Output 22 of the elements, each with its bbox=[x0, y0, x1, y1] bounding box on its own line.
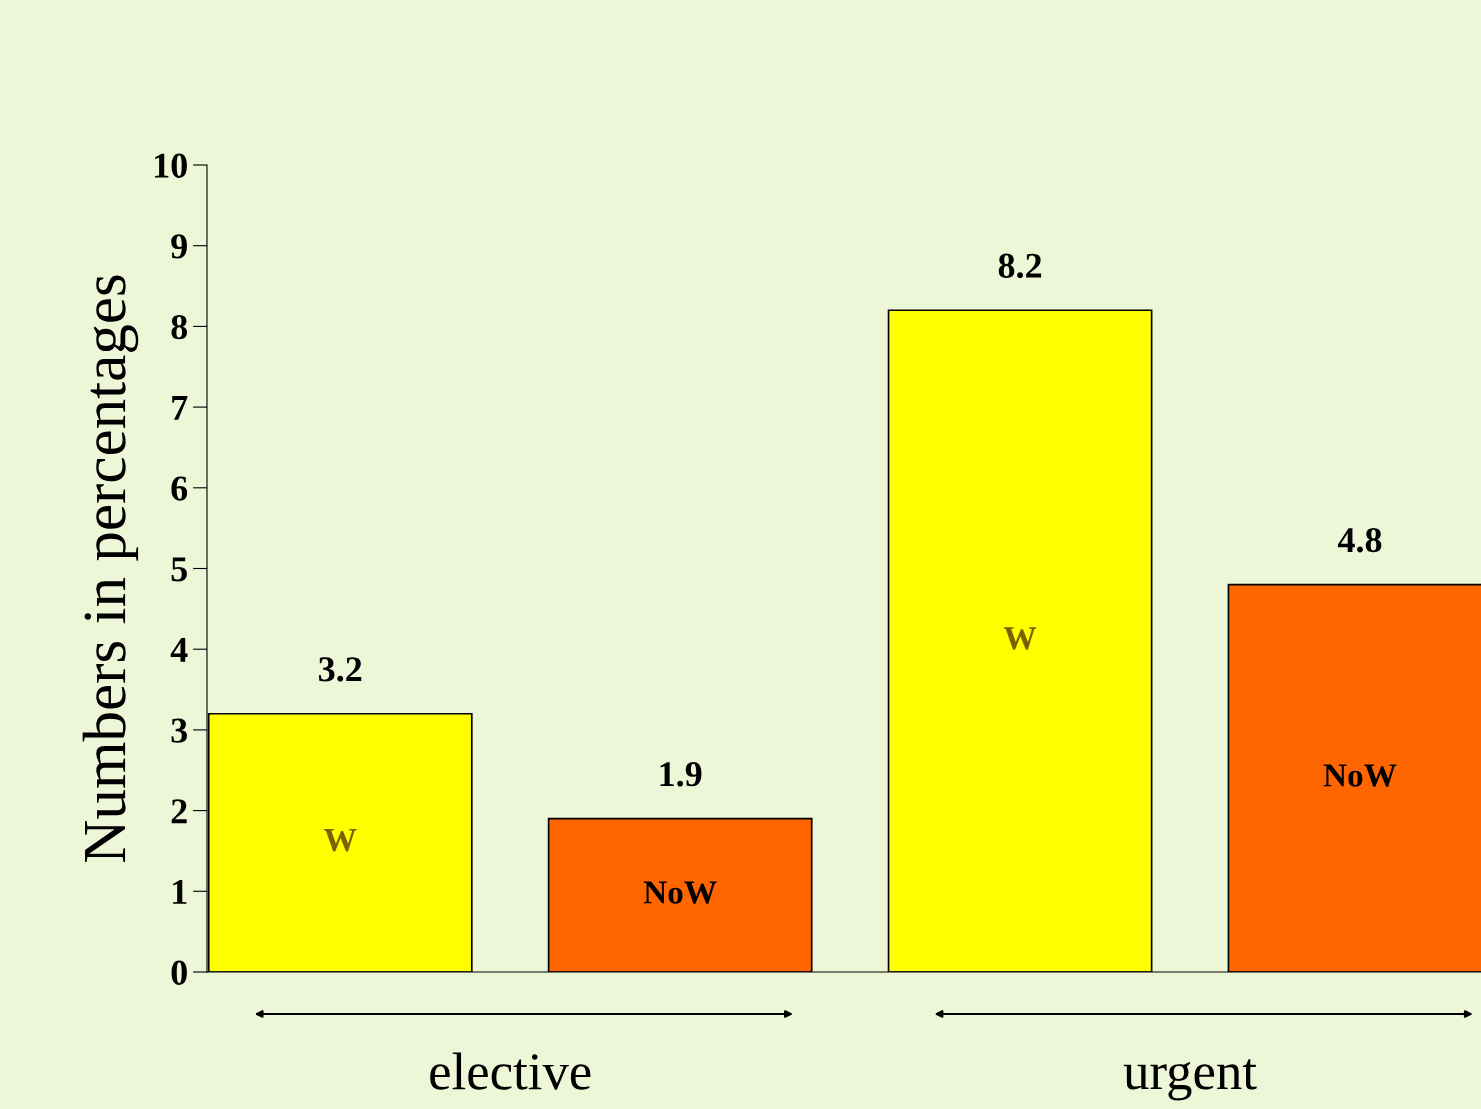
y-tick-label: 9 bbox=[171, 234, 187, 259]
y-axis-title: Numbers in percentages bbox=[82, 275, 139, 863]
y-tick-label: 10 bbox=[155, 153, 187, 178]
y-tick-label: 1 bbox=[173, 879, 187, 904]
x-tick-label: elective bbox=[430, 1052, 591, 1090]
series-label: NoW bbox=[643, 881, 717, 904]
x-tick-label: urgent bbox=[1123, 1059, 1257, 1101]
y-tick-label: 7 bbox=[172, 395, 188, 420]
data-label: 3.2 bbox=[319, 657, 362, 682]
y-tick-label: 8 bbox=[171, 314, 188, 340]
data-label: 8.2 bbox=[998, 253, 1042, 279]
text: NoW bbox=[1323, 764, 1397, 787]
y-tick-label: 5 bbox=[171, 557, 187, 582]
y-tick-label: 4 bbox=[170, 637, 188, 662]
y-tick-label: 6 bbox=[171, 476, 188, 501]
text: W bbox=[1003, 627, 1037, 650]
data-label: 4.8 bbox=[1337, 527, 1382, 553]
y-tick-label: 3 bbox=[171, 718, 188, 743]
y-tick-label: 2 bbox=[171, 799, 187, 824]
y-tick-label: 0 bbox=[171, 960, 187, 985]
data-label: 1.9 bbox=[660, 762, 702, 787]
series-label: W bbox=[324, 829, 357, 852]
